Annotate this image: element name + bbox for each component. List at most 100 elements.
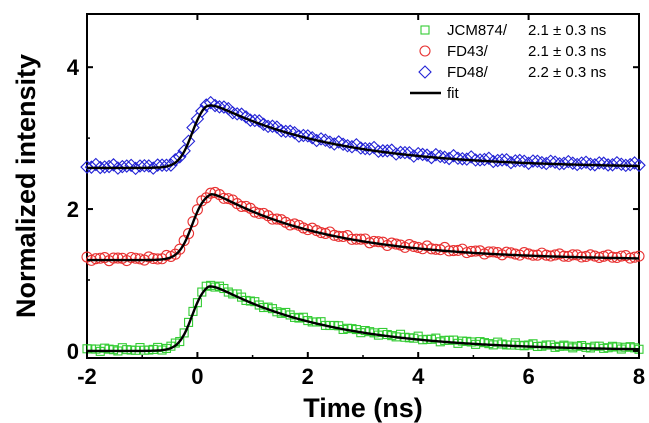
series-3-point [495,153,509,167]
series-2-point [284,219,296,231]
series-3-point [208,98,222,113]
series-2-point [107,252,120,264]
series-1-point [175,336,185,347]
series-3-point [632,158,646,173]
series-3-point [318,133,333,147]
legend-label-fit: fit [447,85,460,102]
series-3-point [543,154,558,169]
series-2-point [633,250,645,262]
series-3-point [195,104,209,118]
series-3-point [256,117,271,132]
fit-line-3 [87,104,639,170]
series-3-point [305,130,319,145]
series-3-point [354,141,368,155]
x-tick-label: 2 [302,364,314,389]
series-3-point [561,154,576,169]
series-3-point [512,153,527,168]
series-3-point [477,152,492,167]
legend-marker-3 [418,65,432,79]
series-3-point [415,147,430,162]
series-2-point [125,251,137,264]
series-3-point [265,119,280,133]
y-tick-label: 0 [67,339,79,364]
series-3-point [455,152,470,166]
legend-marker-2 [419,45,431,57]
series-3-point [473,153,487,167]
series-3-point [217,100,231,114]
series-3-point [155,158,169,172]
series-3-point [248,113,262,128]
series-3-point [411,146,425,161]
series-3-point [102,159,116,174]
series-3-point [327,137,342,151]
series-3-point [137,158,152,173]
series-3-point [119,159,134,173]
series-1 [82,280,644,356]
series-3-point [627,156,642,170]
series-3-point [592,156,607,170]
y-tick-label: 4 [67,55,80,80]
series-2-point [598,250,610,262]
series-3-point [548,155,562,169]
x-tick-label: 6 [522,364,534,389]
series-2-point [567,249,579,261]
series-3-point [451,151,465,165]
series-3-point [508,154,523,168]
series-3-point [574,156,589,170]
series-3-point [504,155,518,170]
series-3-point [283,124,297,139]
series-3-point [596,156,611,170]
x-tick-label: 0 [191,364,203,389]
data-layer [80,95,646,356]
series-2-point [549,249,561,261]
series-2-point [483,246,495,258]
series-2 [81,186,645,267]
legend: JCM874/2.1 ± 0.3 ns FD43/2.1 ± 0.3 ns FD48… [410,22,606,102]
series-3-point [570,157,584,172]
series-3-point [552,156,567,171]
series-3-point [623,157,637,172]
series-3-point [362,142,377,156]
series-3-point [159,158,174,173]
x-axis-title: Time (ns) [303,393,423,423]
series-2-point [130,252,142,264]
series-3-point [601,158,615,172]
series-2-point [183,227,195,240]
series-3-point [588,158,602,172]
series-2-point [205,187,217,199]
legend-label-3: FD48/ [447,64,489,81]
series-2-point [615,250,627,262]
legend-marker-1 [420,25,430,35]
series-3-point [579,155,593,170]
series-3-point [177,144,191,158]
series-2-point [386,237,398,249]
series-3-point [172,150,187,164]
series-3-point [199,98,214,112]
series-3-point [278,124,293,139]
legend-label-2: FD43/ [447,43,489,60]
series-3-point [97,160,112,174]
legend-label-1: JCM874/ [447,22,508,39]
series-3-point [150,158,165,172]
series-3-point [230,107,244,121]
series-3-point [433,149,448,164]
series-2-point [266,213,279,225]
series-3-point [301,129,315,143]
series-2-point [249,206,261,218]
series-2-point [147,252,159,265]
series-2-point [505,247,517,259]
x-tick-label: 4 [412,364,425,389]
series-3-point [614,157,629,172]
series-3-point [380,144,395,158]
series-2-point [589,250,601,262]
series-1-point [179,328,189,338]
series-3-point [530,154,545,168]
series-3-point [111,161,125,175]
series-3-point [610,155,624,170]
series-2-point [143,251,155,263]
series-3-point [345,139,359,154]
series-2-point [187,216,199,228]
fit-line-2 [87,192,639,262]
